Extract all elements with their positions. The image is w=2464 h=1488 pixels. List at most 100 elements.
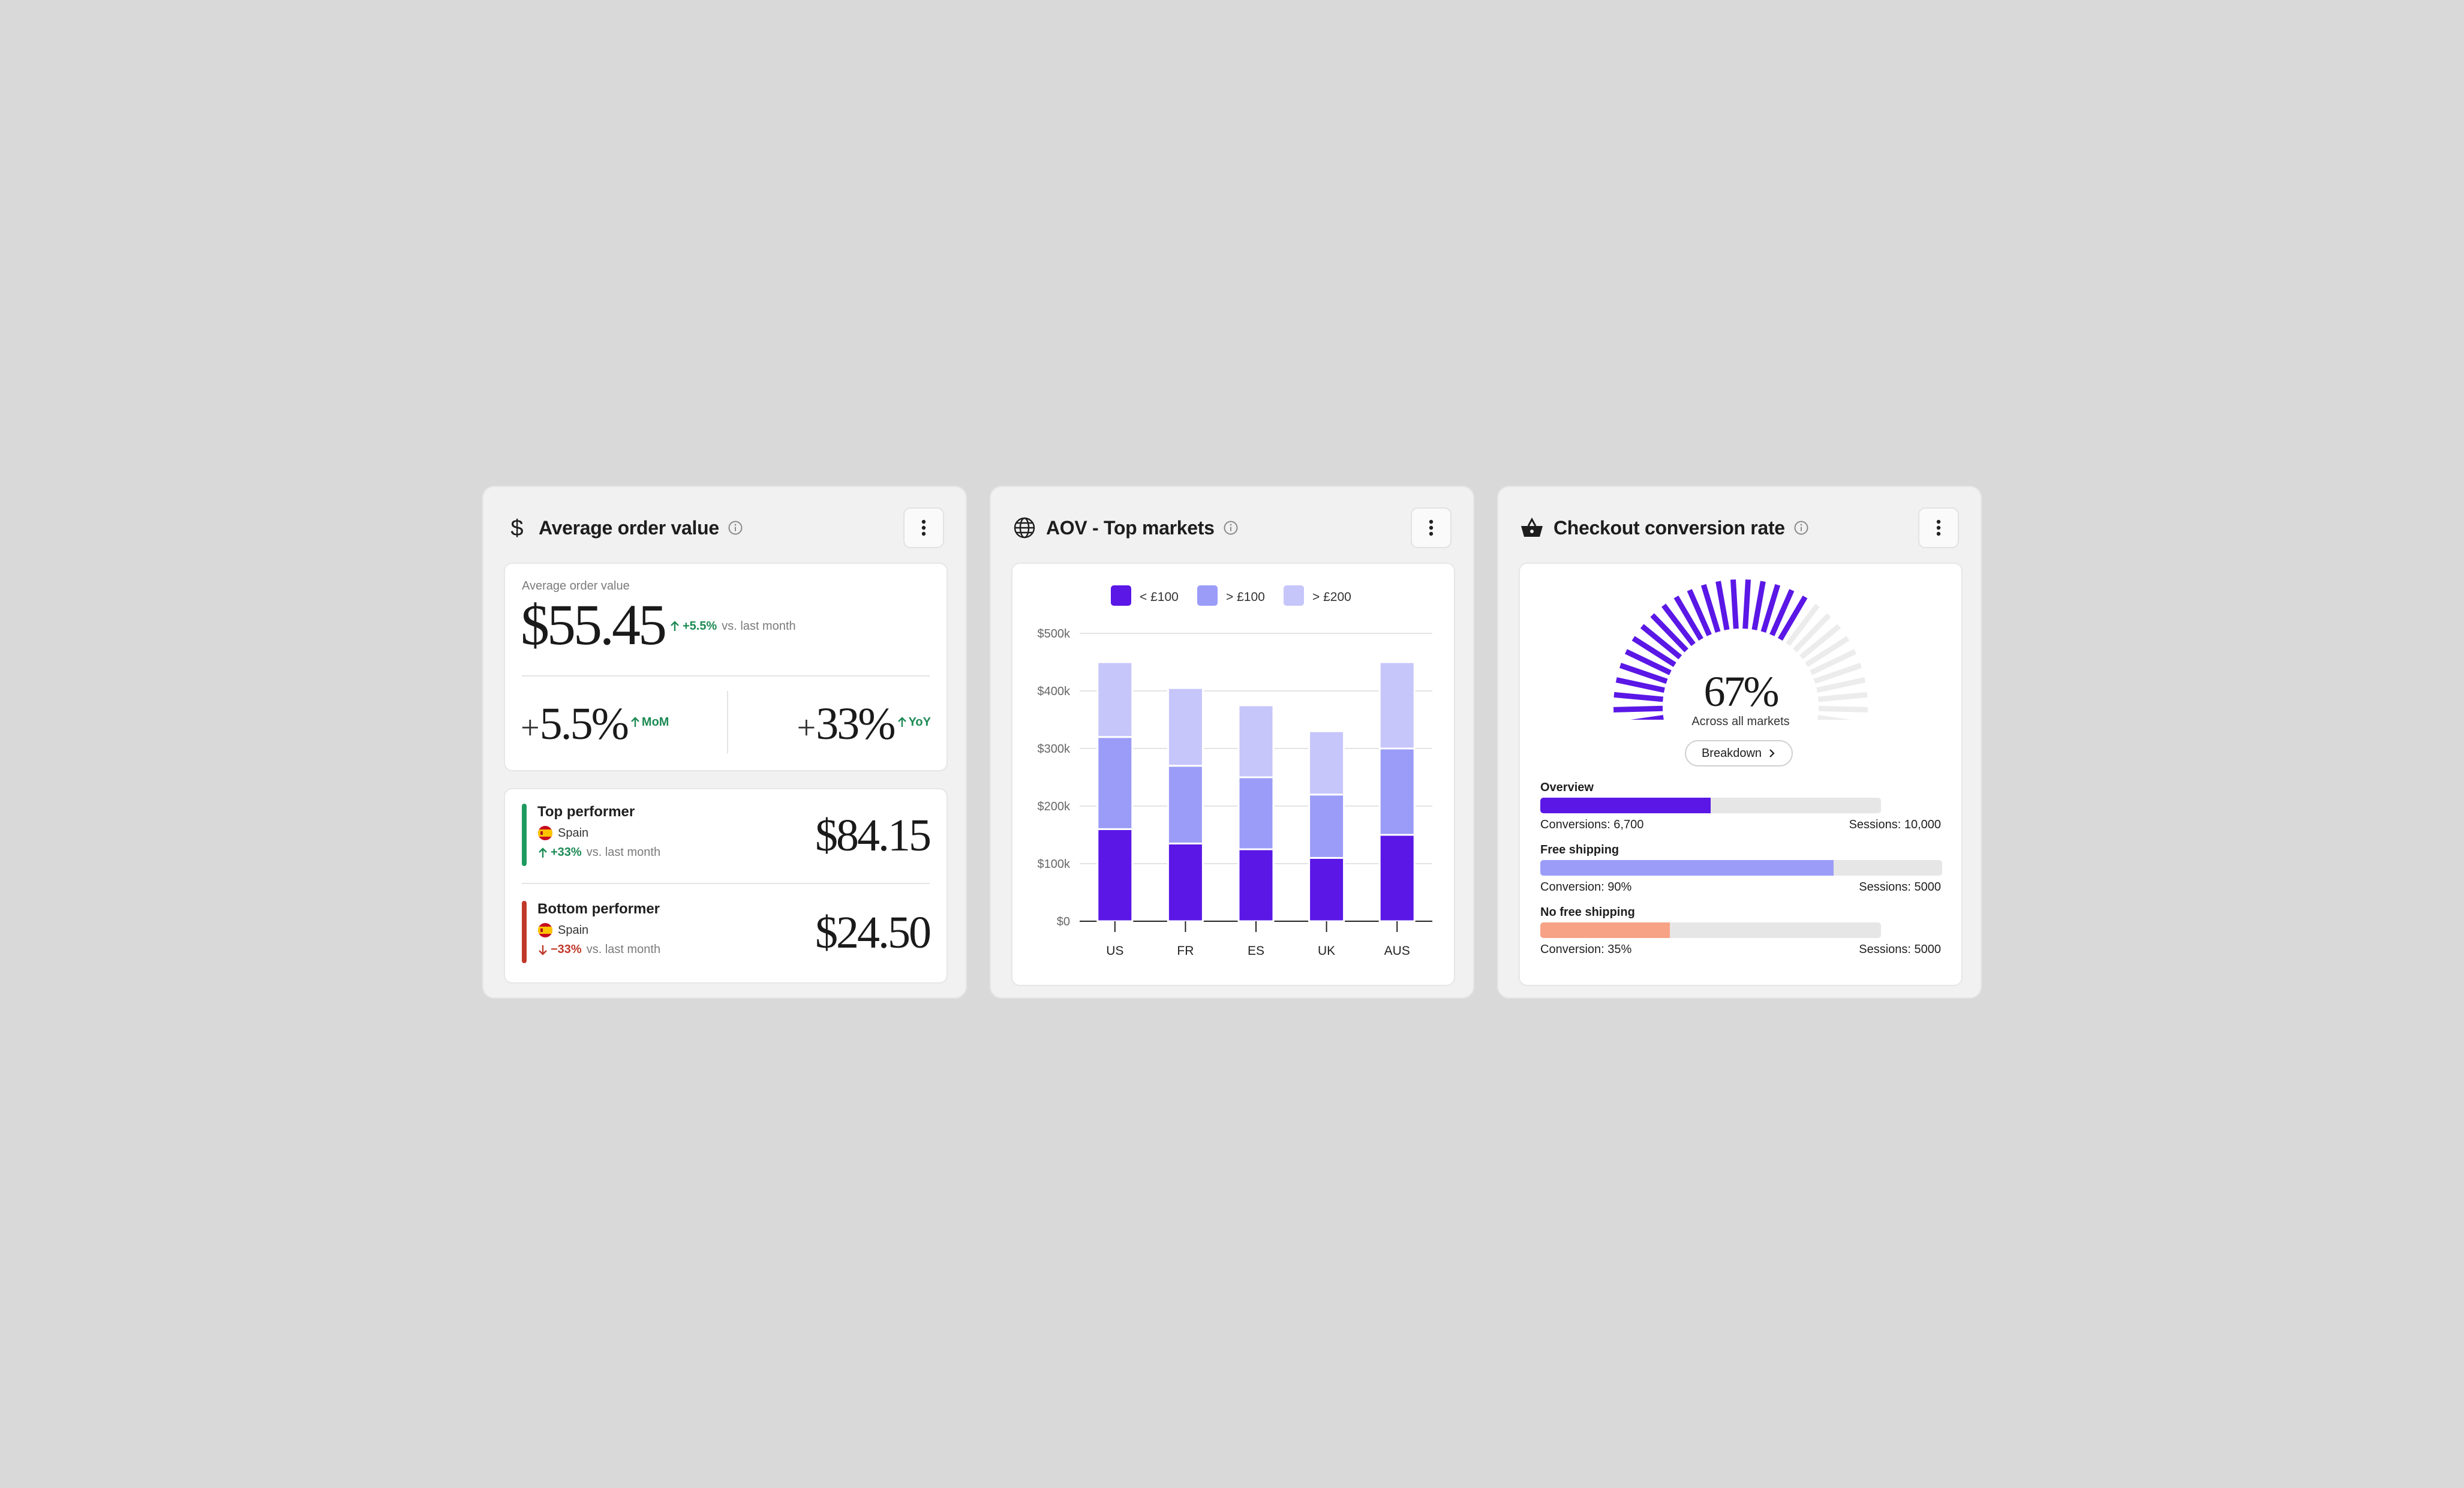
gauge-tick-24 (1805, 636, 1850, 668)
gauge-tick-25 (1810, 649, 1857, 675)
bar-es-0 (1237, 848, 1275, 922)
checkout-panel: 67% Across all markets Breakdown Overvie… (1519, 563, 1963, 986)
aov-vertical-divider (727, 691, 728, 753)
conversion-gauge (1613, 579, 1868, 720)
gauge-tick-28 (1818, 692, 1868, 702)
aov-performers-panel: Top performer Spain +33% vs. last month … (504, 788, 948, 984)
gauge-tick-6 (1624, 649, 1672, 675)
y-tick-label-5: $500k (1038, 627, 1071, 641)
markets-card-title: AOV - Top markets (1046, 516, 1215, 539)
gauge-tick-2 (1613, 705, 1663, 713)
bar-fr-0 (1167, 842, 1204, 922)
checkout-menu-button[interactable] (1918, 507, 1959, 548)
y-tick-label-1: $100k (1038, 858, 1071, 871)
globe-icon (1012, 516, 1036, 540)
gauge-tick-3 (1613, 692, 1663, 702)
gauge-tick-29 (1818, 705, 1868, 713)
bar-es-1 (1237, 776, 1275, 850)
bottom-performer-indicator (522, 901, 527, 963)
no-free-shipping-left-text: Conversion: 35% (1540, 943, 1632, 956)
aov-menu-button[interactable] (903, 507, 944, 548)
arrow-down-icon (539, 945, 547, 955)
gauge-tick-11 (1673, 596, 1703, 641)
arrow-up-icon (671, 621, 679, 631)
x-tick-label-4: AUS (1384, 944, 1410, 958)
aov-divider (522, 675, 930, 677)
aov-mom-tag: MoM (641, 715, 669, 729)
arrow-up-icon (631, 717, 639, 727)
info-icon[interactable] (1223, 520, 1239, 536)
markets-menu-button[interactable] (1411, 507, 1452, 548)
gauge-tick-5 (1619, 663, 1668, 684)
gauge-tick-26 (1813, 663, 1862, 684)
basket-icon (1520, 516, 1544, 540)
chart-x-axis: US FR ES UK AUS (1106, 921, 1410, 958)
aov-yoy: + 33% YoY (797, 698, 931, 750)
bar-aus-2 (1378, 661, 1416, 750)
overview-label: Overview (1540, 781, 1594, 794)
free-shipping-track (1540, 860, 1942, 876)
x-tick-label-2: ES (1248, 944, 1264, 958)
aov-summary-panel: Average order value $55.45 +5.5% vs. las… (504, 563, 948, 771)
bar-uk-2 (1308, 730, 1345, 796)
gauge-tick-18 (1760, 584, 1781, 633)
aov-main-value: $55.45 (521, 593, 667, 657)
breakdown-button[interactable]: Breakdown (1685, 740, 1793, 766)
arrow-up-icon (539, 847, 547, 858)
gauge-tick-22 (1793, 613, 1831, 653)
overview-fill (1540, 798, 1711, 813)
chevron-right-icon (1769, 749, 1775, 757)
bar-us-0 (1096, 828, 1134, 922)
bottom-performer-value: $24.50 (815, 907, 931, 958)
bar-us-1 (1096, 736, 1134, 830)
y-tick-label-2: $200k (1038, 800, 1071, 813)
no-free-shipping-right-text: Sessions: 5000 (1859, 943, 1941, 956)
arrow-up-icon (897, 717, 906, 727)
top-performer-suffix: vs. last month (586, 846, 661, 859)
svg-text:$: $ (510, 516, 523, 540)
markets-card-header: AOV - Top markets (1012, 507, 1452, 548)
bottom-performer-country: Spain (558, 923, 589, 937)
bar-aus-0 (1378, 834, 1416, 922)
gauge-tick-7 (1631, 636, 1676, 668)
gauge-tick-15 (1730, 579, 1739, 629)
legend-swatch-1 (1197, 585, 1218, 606)
aov-mom-value: 5.5% (539, 699, 629, 749)
top-performer-value: $84.15 (815, 810, 931, 861)
spain-flag-icon (538, 923, 552, 937)
no-free-shipping-fill (1540, 922, 1670, 938)
info-icon[interactable] (728, 520, 743, 536)
checkout-card-header: Checkout conversion rate (1520, 507, 1959, 548)
chart-legend: < £100 > £100 > £200 (1111, 585, 1351, 606)
gauge-tick-19 (1769, 589, 1795, 636)
spain-flag-icon (538, 826, 552, 840)
aov-card-title: Average order value (539, 516, 719, 539)
aov-yoy-sign: + (797, 710, 816, 747)
gauge-tick-4 (1615, 677, 1665, 693)
top-performer-change: +33% (551, 846, 582, 859)
y-tick-label-3: $300k (1038, 743, 1071, 756)
x-tick-label-0: US (1106, 944, 1123, 958)
aov-main-label: Average order value (522, 579, 630, 593)
overview-left-text: Conversions: 6,700 (1540, 818, 1644, 831)
free-shipping-fill (1540, 860, 1834, 876)
free-shipping-left-text: Conversion: 90% (1540, 880, 1632, 894)
info-icon[interactable] (1793, 520, 1809, 536)
gauge-tick-20 (1778, 596, 1808, 641)
bottom-performer-label: Bottom performer (537, 901, 660, 917)
gauge-tick-10 (1661, 603, 1696, 647)
bottom-performer-change: −33% (551, 943, 582, 956)
y-tick-label-4: $400k (1038, 685, 1071, 698)
legend-label-1: > £100 (1226, 590, 1265, 604)
more-vertical-icon (1936, 519, 1941, 536)
legend-swatch-2 (1284, 585, 1304, 606)
gauge-tick-9 (1650, 613, 1688, 653)
performers-divider (522, 883, 930, 884)
gauge-tick-8 (1640, 624, 1682, 660)
gauge-tick-30 (1817, 715, 1851, 720)
aov-card: $ Average order value Average order valu… (482, 486, 967, 999)
overview-track (1540, 798, 1881, 813)
aov-markets-chart: < £100 > £100 > £200 $0 $100k $200k $300k $400… (1038, 585, 1432, 958)
markets-chart-panel: < £100 > £100 > £200 $0 $100k $200k $300k $400… (1011, 563, 1455, 986)
gauge-value: 67% (1703, 668, 1780, 716)
